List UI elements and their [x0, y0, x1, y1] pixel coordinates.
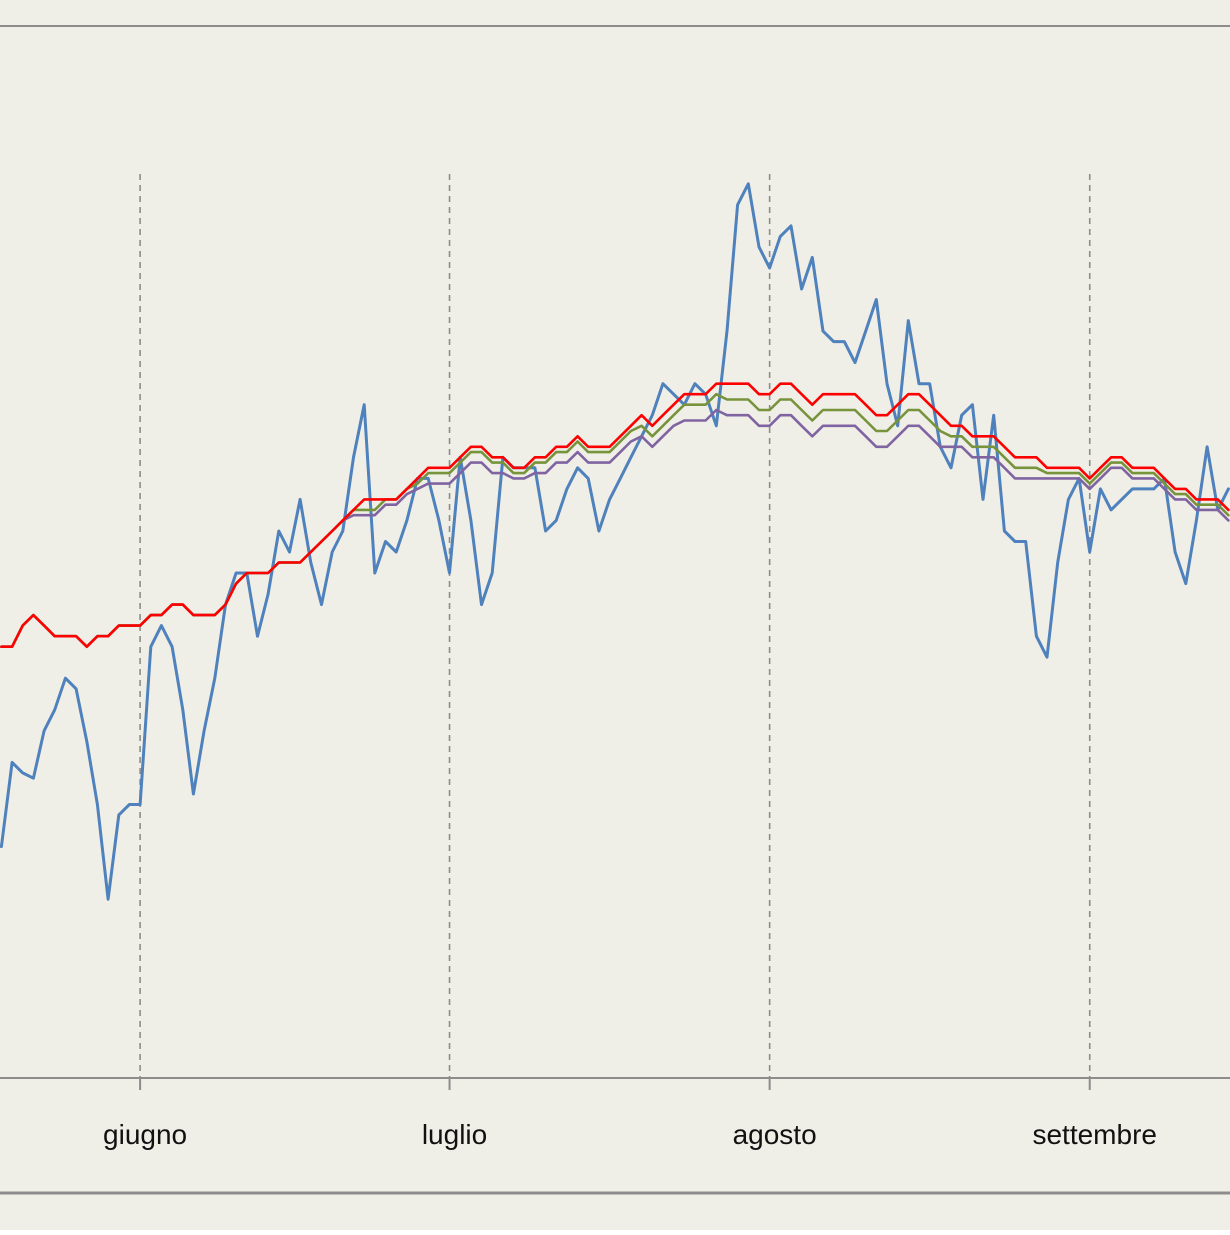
series-line-1 — [0, 382, 1230, 649]
x-tick-label: settembre — [1032, 1119, 1157, 1150]
x-tick-label: agosto — [733, 1119, 817, 1150]
series-line-0 — [0, 182, 1230, 901]
x-tick-label: giugno — [103, 1119, 187, 1150]
series-lines — [0, 182, 1230, 901]
x-axis-ticks — [139, 1078, 1091, 1090]
x-tick-label: luglio — [422, 1119, 487, 1150]
x-axis-labels: giugno luglio agosto settembre — [103, 1119, 1157, 1150]
